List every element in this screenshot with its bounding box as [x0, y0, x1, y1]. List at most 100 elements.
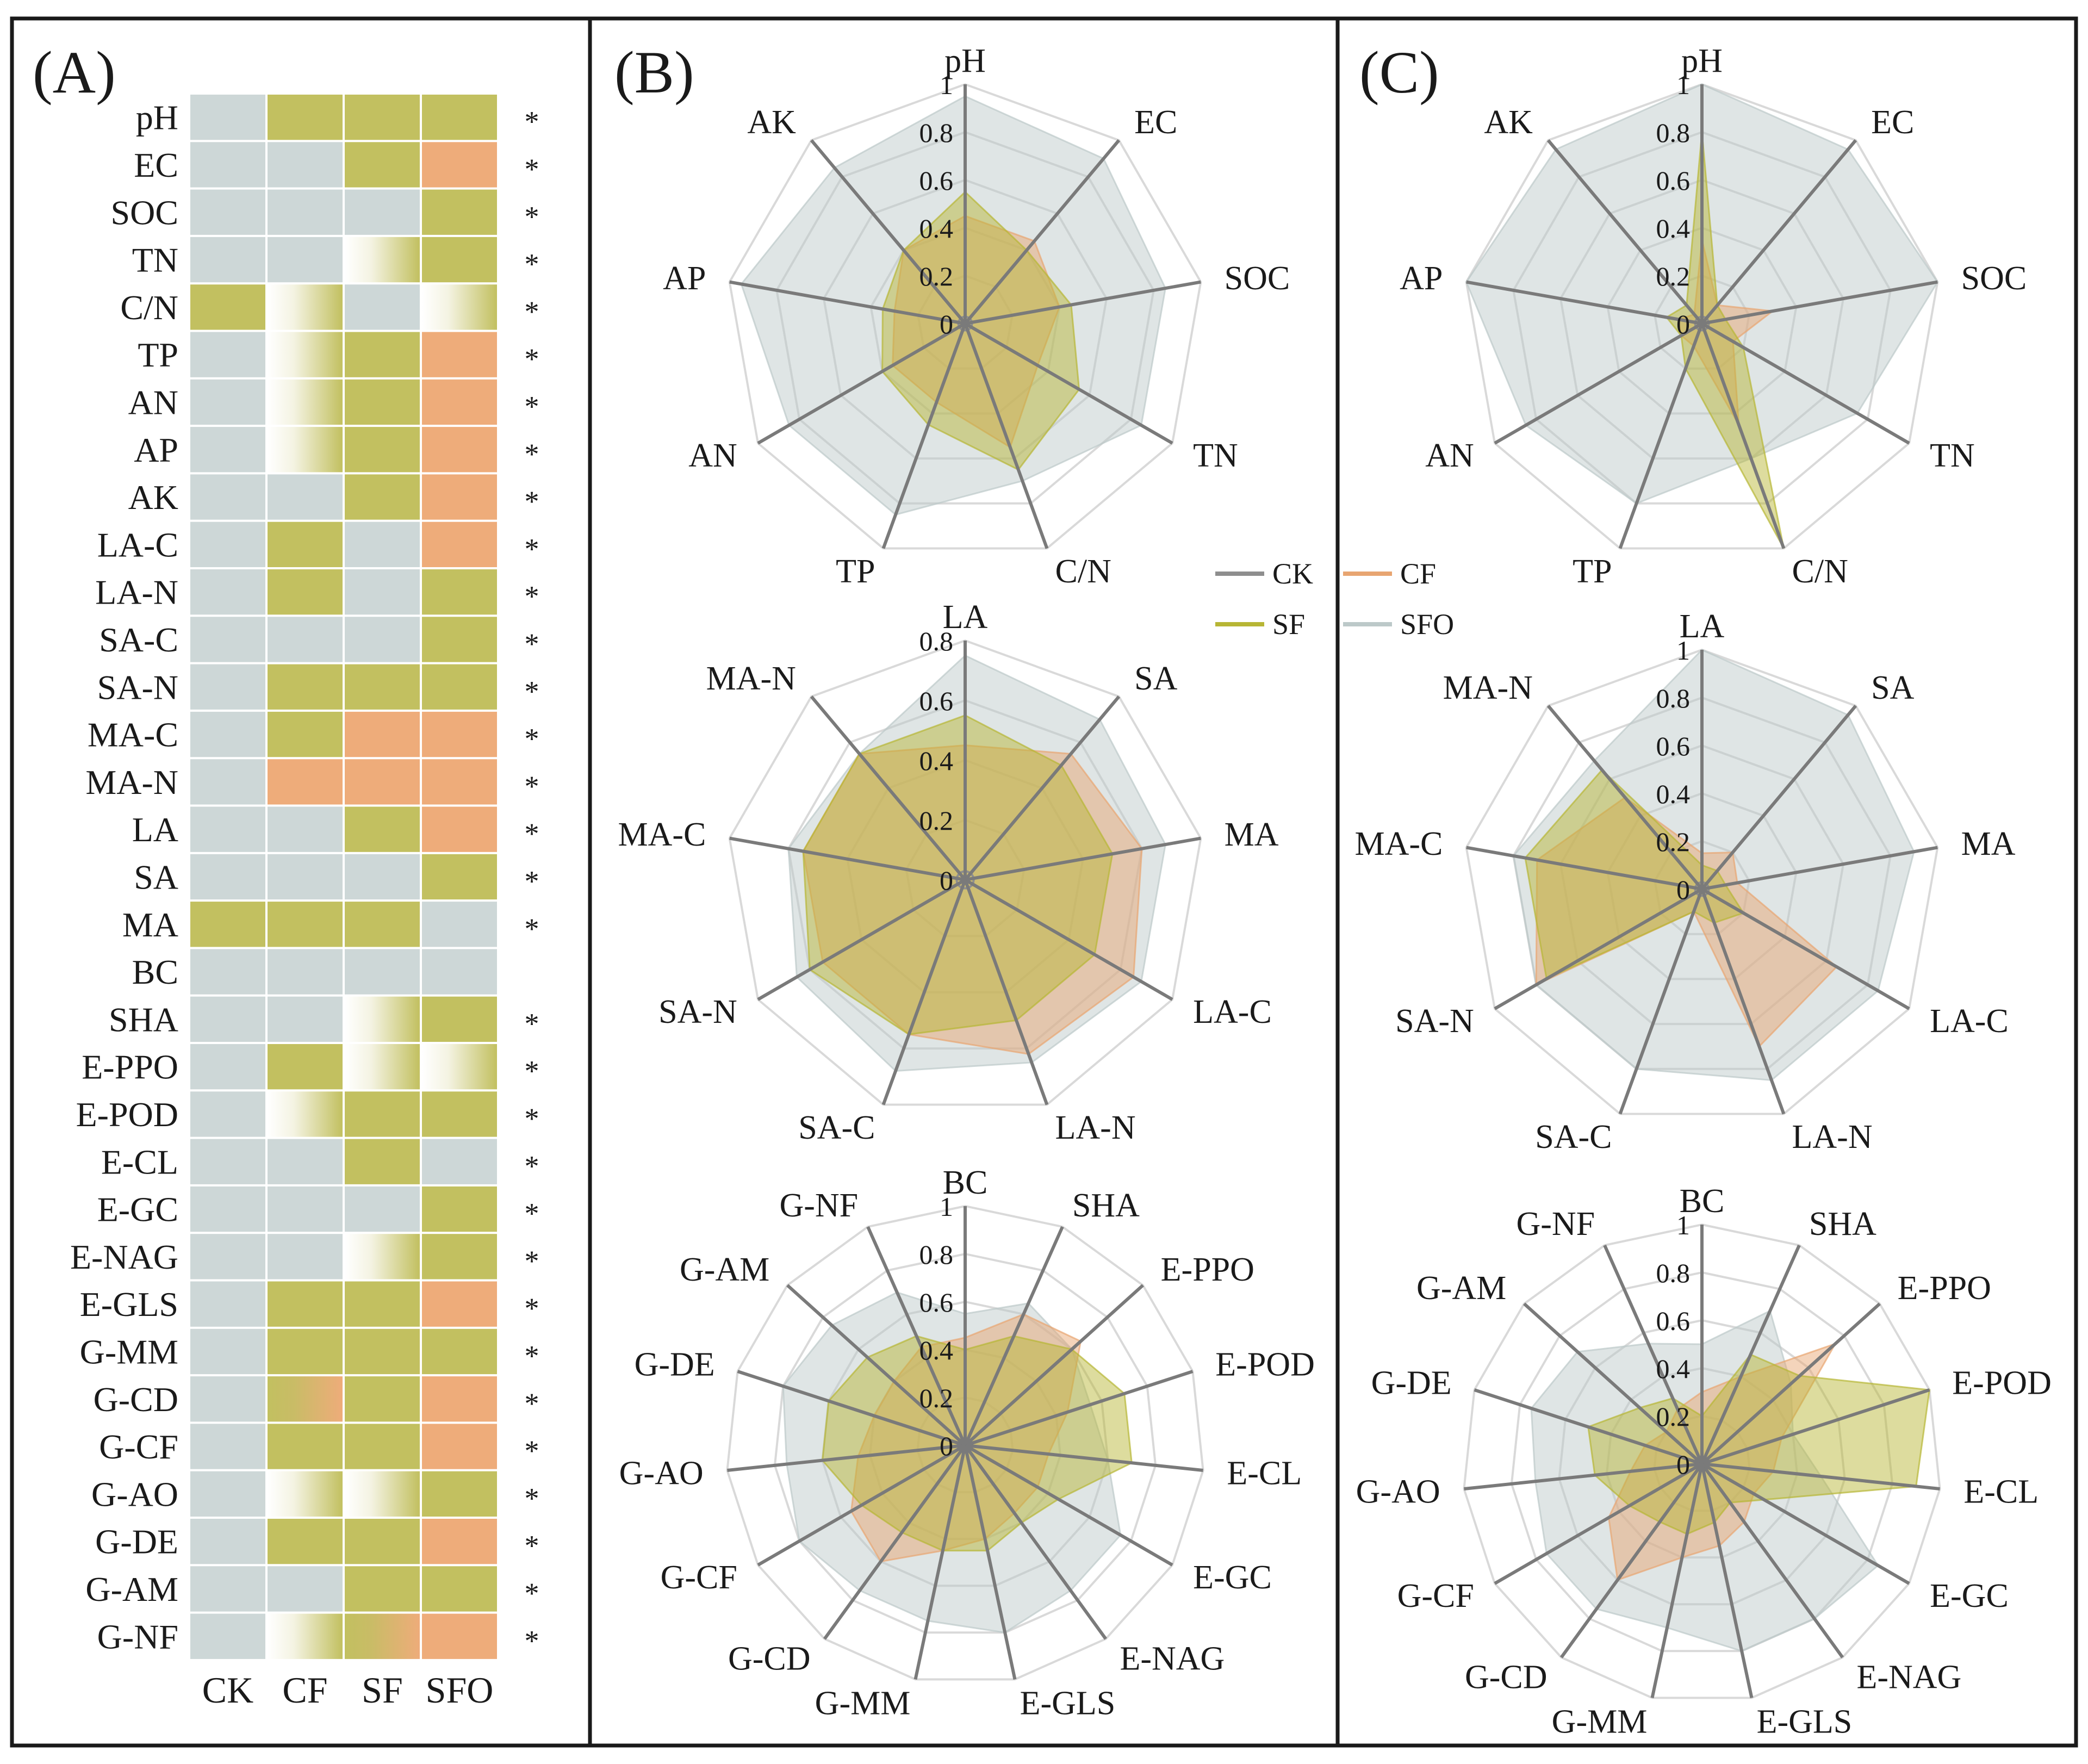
axis-spoke-ec	[964, 139, 1121, 325]
cell-la-n-sf	[345, 569, 420, 615]
cell-sha-sf	[345, 996, 420, 1042]
axis-label-c-n: C/N	[1792, 553, 1848, 590]
row-label-e-nag: E-NAG	[70, 1238, 178, 1276]
cell-la-cf	[268, 806, 343, 852]
row-label-ec: EC	[134, 146, 178, 184]
tick-label: 0.2	[1656, 827, 1691, 857]
radar-b-humus-enzymes: 0 0.2 0.4 0.6 0.8 1BC SHA E-PPO E-POD E-CL E-GC E-N…	[619, 1164, 1315, 1722]
cell-g-nf-ck	[190, 1613, 265, 1659]
cell-sha-cf	[268, 996, 343, 1042]
significance-star-tp: *	[525, 343, 539, 375]
cell-ma-n-sfo	[422, 759, 497, 805]
significance-star-g-de: *	[525, 1530, 539, 1562]
significance-star-sa: *	[525, 865, 539, 897]
tick-label: 0	[1676, 874, 1690, 905]
series-area-cf	[1607, 1342, 1837, 1581]
axis-spoke-ma-c	[1466, 846, 1702, 891]
tick-label: 0	[940, 309, 953, 339]
cell-g-cf-sf	[345, 1424, 420, 1469]
axis-label-la: LA	[1680, 608, 1725, 645]
significance-star-g-cf: *	[525, 1434, 539, 1467]
grid-ring	[1606, 226, 1798, 415]
axis-spoke-e-gls	[964, 1445, 1017, 1680]
series-area-ck	[1693, 315, 1711, 332]
cell-e-gls-ck	[190, 1281, 265, 1327]
axis-label-tp: TP	[836, 553, 875, 590]
axis-label-ec: EC	[1871, 104, 1914, 141]
axis-spoke-e-ppo	[964, 1284, 1144, 1447]
series-area-sfo	[787, 654, 1166, 1072]
row-label-la: LA	[132, 810, 178, 849]
axis-label-g-nf: G-NF	[779, 1187, 858, 1224]
tick-label: 0.2	[1656, 1401, 1691, 1432]
axis-label-sa-c: SA-C	[1535, 1119, 1612, 1156]
series-area-sf	[1665, 132, 1785, 549]
cell-sha-ck	[190, 996, 265, 1042]
figure-frame	[10, 16, 2078, 1748]
grid-ring	[1465, 83, 1939, 550]
row-label-ma-n: MA-N	[85, 763, 178, 802]
tick-label: 0.6	[1656, 731, 1691, 761]
axis-spoke-ma-n	[1546, 705, 1704, 890]
row-label-sha: SHA	[109, 1000, 178, 1039]
cell-ma-sf	[345, 902, 420, 947]
axis-label-e-nag: E-NAG	[1856, 1659, 1961, 1696]
radar-c-aggregates: 0 0.2 0.4 0.6 0.8 1LA SA MA LA-C LA-N SA-C SA-N MA-C…	[1354, 608, 2015, 1156]
axis-label-la-n: LA-N	[1055, 1109, 1136, 1146]
cell-c-n-sf	[345, 284, 420, 330]
cell-g-ao-sf	[345, 1471, 420, 1517]
cell-ma-ck	[190, 902, 265, 947]
radar-c-soil-properties: 0 0.2 0.4 0.6 0.8 1pH EC SOC TN C/N TP AN AP AK	[1400, 42, 2027, 590]
axis-label-e-nag: E-NAG	[1120, 1641, 1225, 1678]
cell-ma-n-ck	[190, 759, 265, 805]
cell-sa-n-sfo	[422, 664, 497, 710]
axis-label-ap: AP	[1400, 260, 1443, 297]
cell-ec-sfo	[422, 142, 497, 188]
cell-g-cf-cf	[268, 1424, 343, 1469]
axis-label-g-cf: G-CF	[1397, 1577, 1474, 1614]
tick-label: 0.4	[919, 746, 954, 776]
column-label-cf: CF	[282, 1669, 327, 1711]
cell-sa-n-ck	[190, 664, 265, 710]
cell-g-am-sfo	[422, 1566, 497, 1612]
significance-star-e-cl: *	[525, 1150, 539, 1182]
significance-star-g-ao: *	[525, 1482, 539, 1514]
axis-label-e-gc: E-GC	[1193, 1559, 1272, 1596]
tick-label: 0	[1676, 1449, 1690, 1480]
axis-label-g-cf: G-CF	[661, 1559, 737, 1596]
grid-ring	[1559, 178, 1845, 460]
series-area-sf	[1524, 768, 1745, 980]
cell-c-n-ck	[190, 284, 265, 330]
tick-label: 0.8	[1656, 683, 1691, 713]
cell-sa-c-ck	[190, 617, 265, 662]
axis-spoke-g-ao	[727, 1444, 966, 1472]
significance-star-an: *	[525, 390, 539, 423]
cell-ma-c-ck	[190, 711, 265, 757]
cell-la-c-ck	[190, 521, 265, 567]
axis-label-e-gc: E-GC	[1930, 1577, 2009, 1614]
cell-tp-sfo	[422, 332, 497, 377]
axis-spoke-g-de	[737, 1370, 966, 1447]
cell-e-gc-cf	[268, 1186, 343, 1232]
tick-label: 0.8	[919, 626, 954, 656]
tick-label: 0.8	[1656, 117, 1691, 148]
grid-ring	[728, 83, 1202, 550]
cell-ap-ck	[190, 427, 265, 473]
series-area-ck	[1693, 880, 1711, 897]
significance-star-sa-n: *	[525, 675, 539, 707]
cell-ap-sf	[345, 427, 420, 473]
significance-star-la-n: *	[525, 580, 539, 613]
tick-label: 1	[940, 1191, 953, 1222]
series-area-cf	[1535, 796, 1838, 1048]
cell-sa-sfo	[422, 854, 497, 900]
axis-spoke-sa	[964, 695, 1121, 881]
tick-label: 0.2	[1656, 261, 1691, 291]
series-area-sfo	[740, 95, 1166, 516]
grid-ring	[1463, 1223, 1941, 1699]
cell-c-n-sfo	[422, 284, 497, 330]
tick-label: 0.6	[919, 1287, 954, 1318]
column-label-sf: SF	[362, 1669, 403, 1711]
row-label-sa-n: SA-N	[97, 668, 178, 706]
cell-an-sf	[345, 379, 420, 425]
grid-ring	[905, 818, 1026, 937]
